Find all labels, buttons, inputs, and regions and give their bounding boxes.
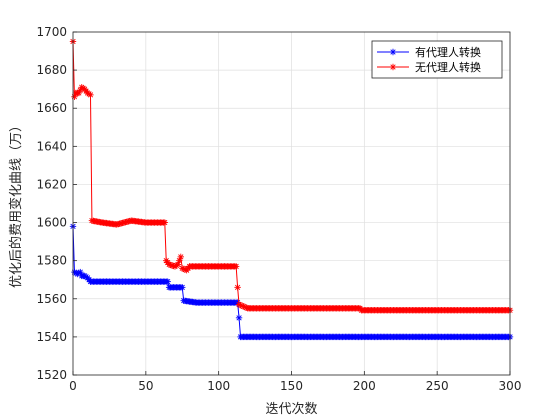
series-markers [69, 223, 514, 341]
legend-marker [389, 63, 397, 71]
y-tick-label: 1540 [36, 330, 67, 344]
legend-label: 有代理人转换 [415, 45, 481, 59]
y-tick-label: 1660 [36, 101, 67, 115]
y-axis-title: 优化后的费用变化曲线（万） [8, 119, 24, 288]
series-layer [69, 38, 514, 341]
series-1 [69, 223, 514, 341]
y-tick-label: 1580 [36, 254, 67, 268]
data-point-marker [164, 278, 171, 285]
series-markers [69, 38, 514, 314]
legend-label: 无代理人转换 [415, 60, 481, 74]
data-point-marker [177, 253, 184, 261]
x-tick-label: 100 [207, 379, 230, 393]
x-tick-label: 50 [138, 379, 153, 393]
y-tick-label: 1600 [36, 216, 67, 230]
x-tick-label: 300 [499, 379, 522, 393]
y-tick-label: 1680 [36, 63, 67, 77]
y-tick-label: 1620 [36, 177, 67, 191]
y-tick-label: 1700 [36, 25, 67, 39]
series-2 [69, 38, 514, 314]
data-point-marker [87, 91, 94, 99]
x-tick-label: 0 [69, 379, 77, 393]
data-point-marker [179, 284, 186, 291]
data-point-marker [235, 314, 243, 322]
x-tick-label: 150 [280, 379, 303, 393]
data-point-marker [161, 219, 168, 226]
legend-marker [389, 48, 397, 56]
legend-box [371, 40, 503, 79]
data-point-marker [232, 263, 240, 270]
y-tick-label: 1520 [36, 368, 67, 382]
data-point-marker [234, 284, 241, 291]
axis-ticks: 0 50 100 150 200 250 300 1520 1540 1560 1580 1600 16… [36, 25, 521, 393]
legend-entry: 有代理人转换 [377, 45, 481, 59]
y-tick-label: 1640 [36, 139, 67, 153]
legend-entry: 无代理人转换 [377, 60, 481, 74]
x-tick-label: 250 [426, 379, 449, 393]
x-tick-label: 200 [353, 379, 376, 393]
y-tick-label: 1560 [36, 292, 67, 306]
x-axis-title: 迭代次数 [265, 401, 317, 417]
